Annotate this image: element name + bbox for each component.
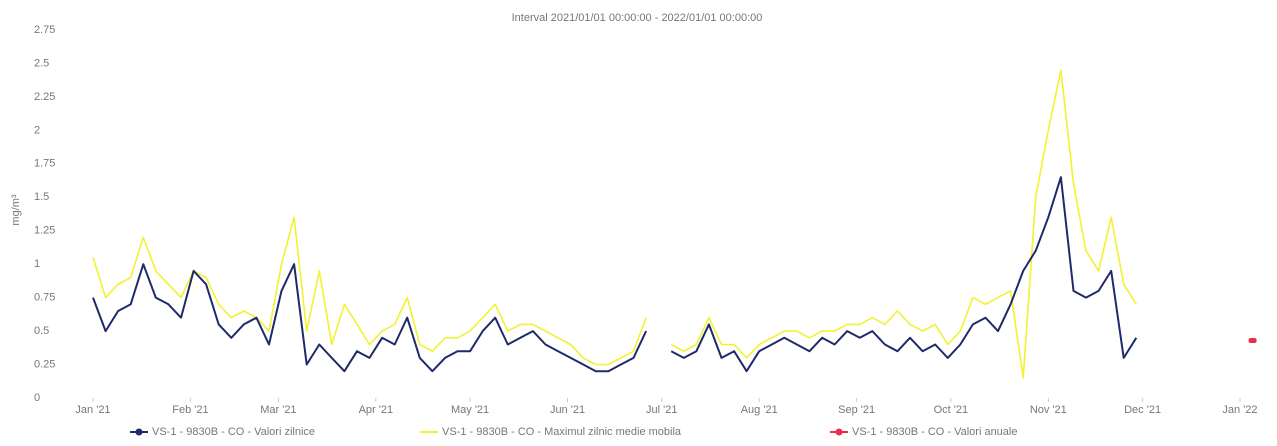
series-line <box>92 69 1137 379</box>
x-tick-label: May '21 <box>451 404 489 416</box>
y-tick-label: 2.25 <box>34 91 55 103</box>
y-tick-label: 0.75 <box>34 292 55 304</box>
y-tick-label: 1 <box>34 258 40 270</box>
legend-label: VS-1 - 9830B - CO - Valori anuale <box>852 426 1017 438</box>
y-tick-label: 2.75 <box>34 24 55 36</box>
y-tick-label: 0 <box>34 392 40 404</box>
y-tick-label: 2 <box>34 124 40 136</box>
x-tick-label: Jan '22 <box>1222 404 1257 416</box>
y-tick-label: 1.25 <box>34 225 55 237</box>
y-tick-label: 0.5 <box>34 325 49 337</box>
series-line <box>92 176 1138 373</box>
x-tick-label: Dec '21 <box>1124 404 1161 416</box>
x-tick-label: Aug '21 <box>741 404 778 416</box>
x-tick-label: Jan '21 <box>75 404 110 416</box>
legend-marker <box>135 428 143 436</box>
data-point <box>1248 337 1257 343</box>
legend-marker <box>835 428 843 436</box>
legend-label: VS-1 - 9830B - CO - Valori zilnice <box>152 426 315 438</box>
y-tick-label: 2.5 <box>34 57 49 69</box>
x-tick-label: Mar '21 <box>260 404 296 416</box>
x-tick-label: Jul '21 <box>646 404 677 416</box>
x-tick-label: Apr '21 <box>359 404 394 416</box>
legend-label: VS-1 - 9830B - CO - Maximul zilnic medie… <box>442 426 682 438</box>
y-axis-label: mg/m³ <box>10 194 22 226</box>
x-tick-label: Oct '21 <box>934 404 969 416</box>
chart-title: Interval 2021/01/01 00:00:00 - 2022/01/0… <box>512 12 763 24</box>
x-tick-label: Nov '21 <box>1030 404 1067 416</box>
x-tick-label: Jun '21 <box>550 404 585 416</box>
y-tick-label: 0.25 <box>34 358 55 370</box>
y-tick-label: 1.75 <box>34 158 55 170</box>
x-tick-label: Sep '21 <box>838 404 875 416</box>
x-tick-label: Feb '21 <box>172 404 208 416</box>
y-tick-label: 1.5 <box>34 191 49 203</box>
